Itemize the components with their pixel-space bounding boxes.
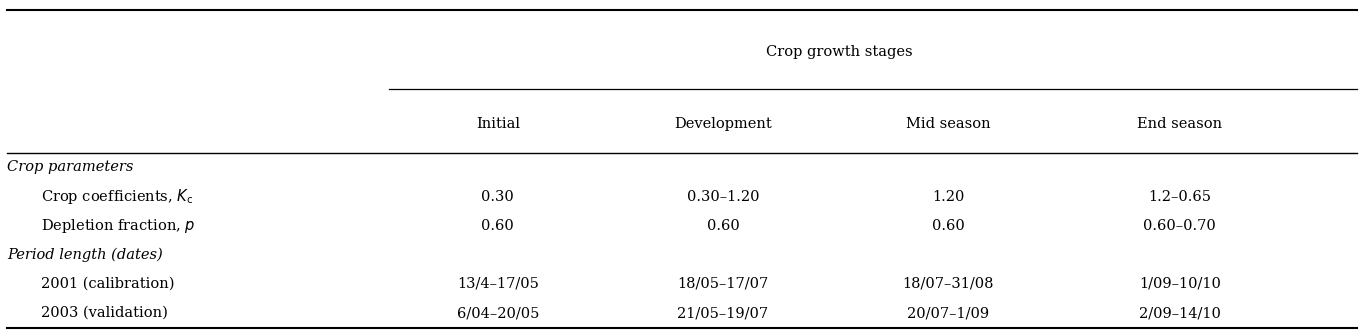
Text: Mid season: Mid season: [906, 117, 990, 131]
Text: 1.20: 1.20: [932, 190, 964, 204]
Text: 20/07–1/09: 20/07–1/09: [907, 306, 989, 320]
Text: Crop parameters: Crop parameters: [7, 161, 134, 174]
Text: 1/09–10/10: 1/09–10/10: [1139, 277, 1221, 291]
Text: 13/4–17/05: 13/4–17/05: [457, 277, 539, 291]
Text: 0.60–0.70: 0.60–0.70: [1143, 219, 1217, 233]
Text: Crop coefficients, $\mathit{K}_{\mathrm{c}}$: Crop coefficients, $\mathit{K}_{\mathrm{…: [41, 187, 194, 206]
Text: Initial: Initial: [476, 117, 520, 131]
Text: 0.30–1.20: 0.30–1.20: [686, 190, 760, 204]
Text: 18/07–31/08: 18/07–31/08: [902, 277, 994, 291]
Text: 6/04–20/05: 6/04–20/05: [457, 306, 539, 320]
Text: 0.60: 0.60: [707, 219, 739, 233]
Text: 0.60: 0.60: [932, 219, 964, 233]
Text: Period length (dates): Period length (dates): [7, 248, 162, 262]
Text: 21/05–19/07: 21/05–19/07: [678, 306, 768, 320]
Text: 0.60: 0.60: [481, 219, 514, 233]
Text: 2001 (calibration): 2001 (calibration): [41, 277, 175, 291]
Text: 1.2–0.65: 1.2–0.65: [1148, 190, 1211, 204]
Text: 2/09–14/10: 2/09–14/10: [1139, 306, 1221, 320]
Text: 0.30: 0.30: [481, 190, 514, 204]
Text: 2003 (validation): 2003 (validation): [41, 306, 168, 320]
Text: Depletion fraction, $\mathit{p}$: Depletion fraction, $\mathit{p}$: [41, 217, 195, 235]
Text: 18/05–17/07: 18/05–17/07: [678, 277, 768, 291]
Text: End season: End season: [1138, 117, 1222, 131]
Text: Crop growth stages: Crop growth stages: [765, 45, 913, 59]
Text: Development: Development: [674, 117, 772, 131]
